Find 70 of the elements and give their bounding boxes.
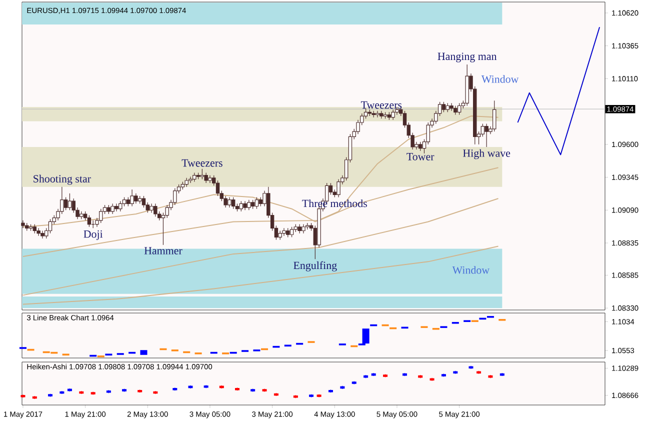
candlestick [200, 168, 204, 180]
candlestick [336, 178, 340, 198]
candlestick [122, 196, 126, 207]
candlestick [99, 208, 103, 224]
annotation: High wave [462, 149, 510, 160]
bar [362, 328, 370, 344]
annotation: Window [452, 266, 490, 274]
candlestick [282, 228, 286, 236]
line-series [22, 198, 499, 296]
candlestick [484, 123, 488, 148]
annotation: Tweezers [360, 101, 402, 109]
candlestick [134, 193, 138, 204]
candlestick [450, 102, 454, 112]
candlestick [146, 202, 150, 214]
candlestick [258, 196, 262, 207]
candlestick [64, 196, 68, 210]
candlestick [298, 224, 302, 234]
candlestick [36, 228, 40, 236]
candlestick [83, 211, 88, 221]
candlestick [114, 203, 118, 212]
candlestick [286, 228, 290, 238]
candlestick [48, 218, 52, 234]
candlestick [106, 204, 111, 214]
candlestick [216, 180, 220, 196]
candlestick [426, 122, 430, 145]
candlestick [126, 196, 130, 207]
candlestick [290, 226, 294, 238]
candlestick [118, 200, 122, 212]
candlestick [204, 172, 208, 184]
candlestick [110, 203, 114, 214]
annotation: Hammer [144, 247, 182, 254]
line-series [517, 26, 600, 156]
candlestick [418, 142, 422, 152]
annotation: Engulfing [294, 261, 337, 272]
candlestick [32, 224, 37, 234]
candlestick [454, 105, 458, 116]
candlestick [278, 230, 282, 240]
candlestick [243, 200, 247, 210]
annotation: Hanging man [438, 52, 497, 62]
candlestick [239, 200, 243, 212]
candlestick [231, 196, 236, 210]
annotation: Shooting star [34, 174, 91, 185]
candlestick [446, 102, 450, 112]
candlestick [391, 109, 395, 120]
candlestick [364, 108, 368, 119]
candlestick [302, 224, 306, 234]
candlestick [188, 176, 192, 184]
candlestick [142, 196, 146, 208]
candlestick [68, 193, 72, 210]
candlestick [250, 200, 255, 210]
candlestick [40, 230, 44, 239]
annotation: Window [481, 75, 519, 83]
candlestick [87, 214, 92, 228]
candlestick [442, 102, 446, 112]
annotation: Tweezers [182, 159, 222, 167]
annotation: Tower [406, 153, 434, 160]
candlestick [130, 189, 134, 207]
candlestick [254, 196, 259, 210]
candlestick [247, 200, 251, 210]
bar [140, 350, 148, 355]
candlestick [228, 196, 232, 208]
candlestick [457, 102, 462, 116]
annotation: Doji [84, 230, 103, 240]
candlestick [492, 100, 496, 132]
candlestick [150, 203, 154, 214]
line-series [22, 246, 499, 305]
candlestick [192, 172, 196, 182]
candlestick [376, 110, 380, 118]
candlestick [184, 178, 188, 188]
candlestick [154, 203, 158, 217]
